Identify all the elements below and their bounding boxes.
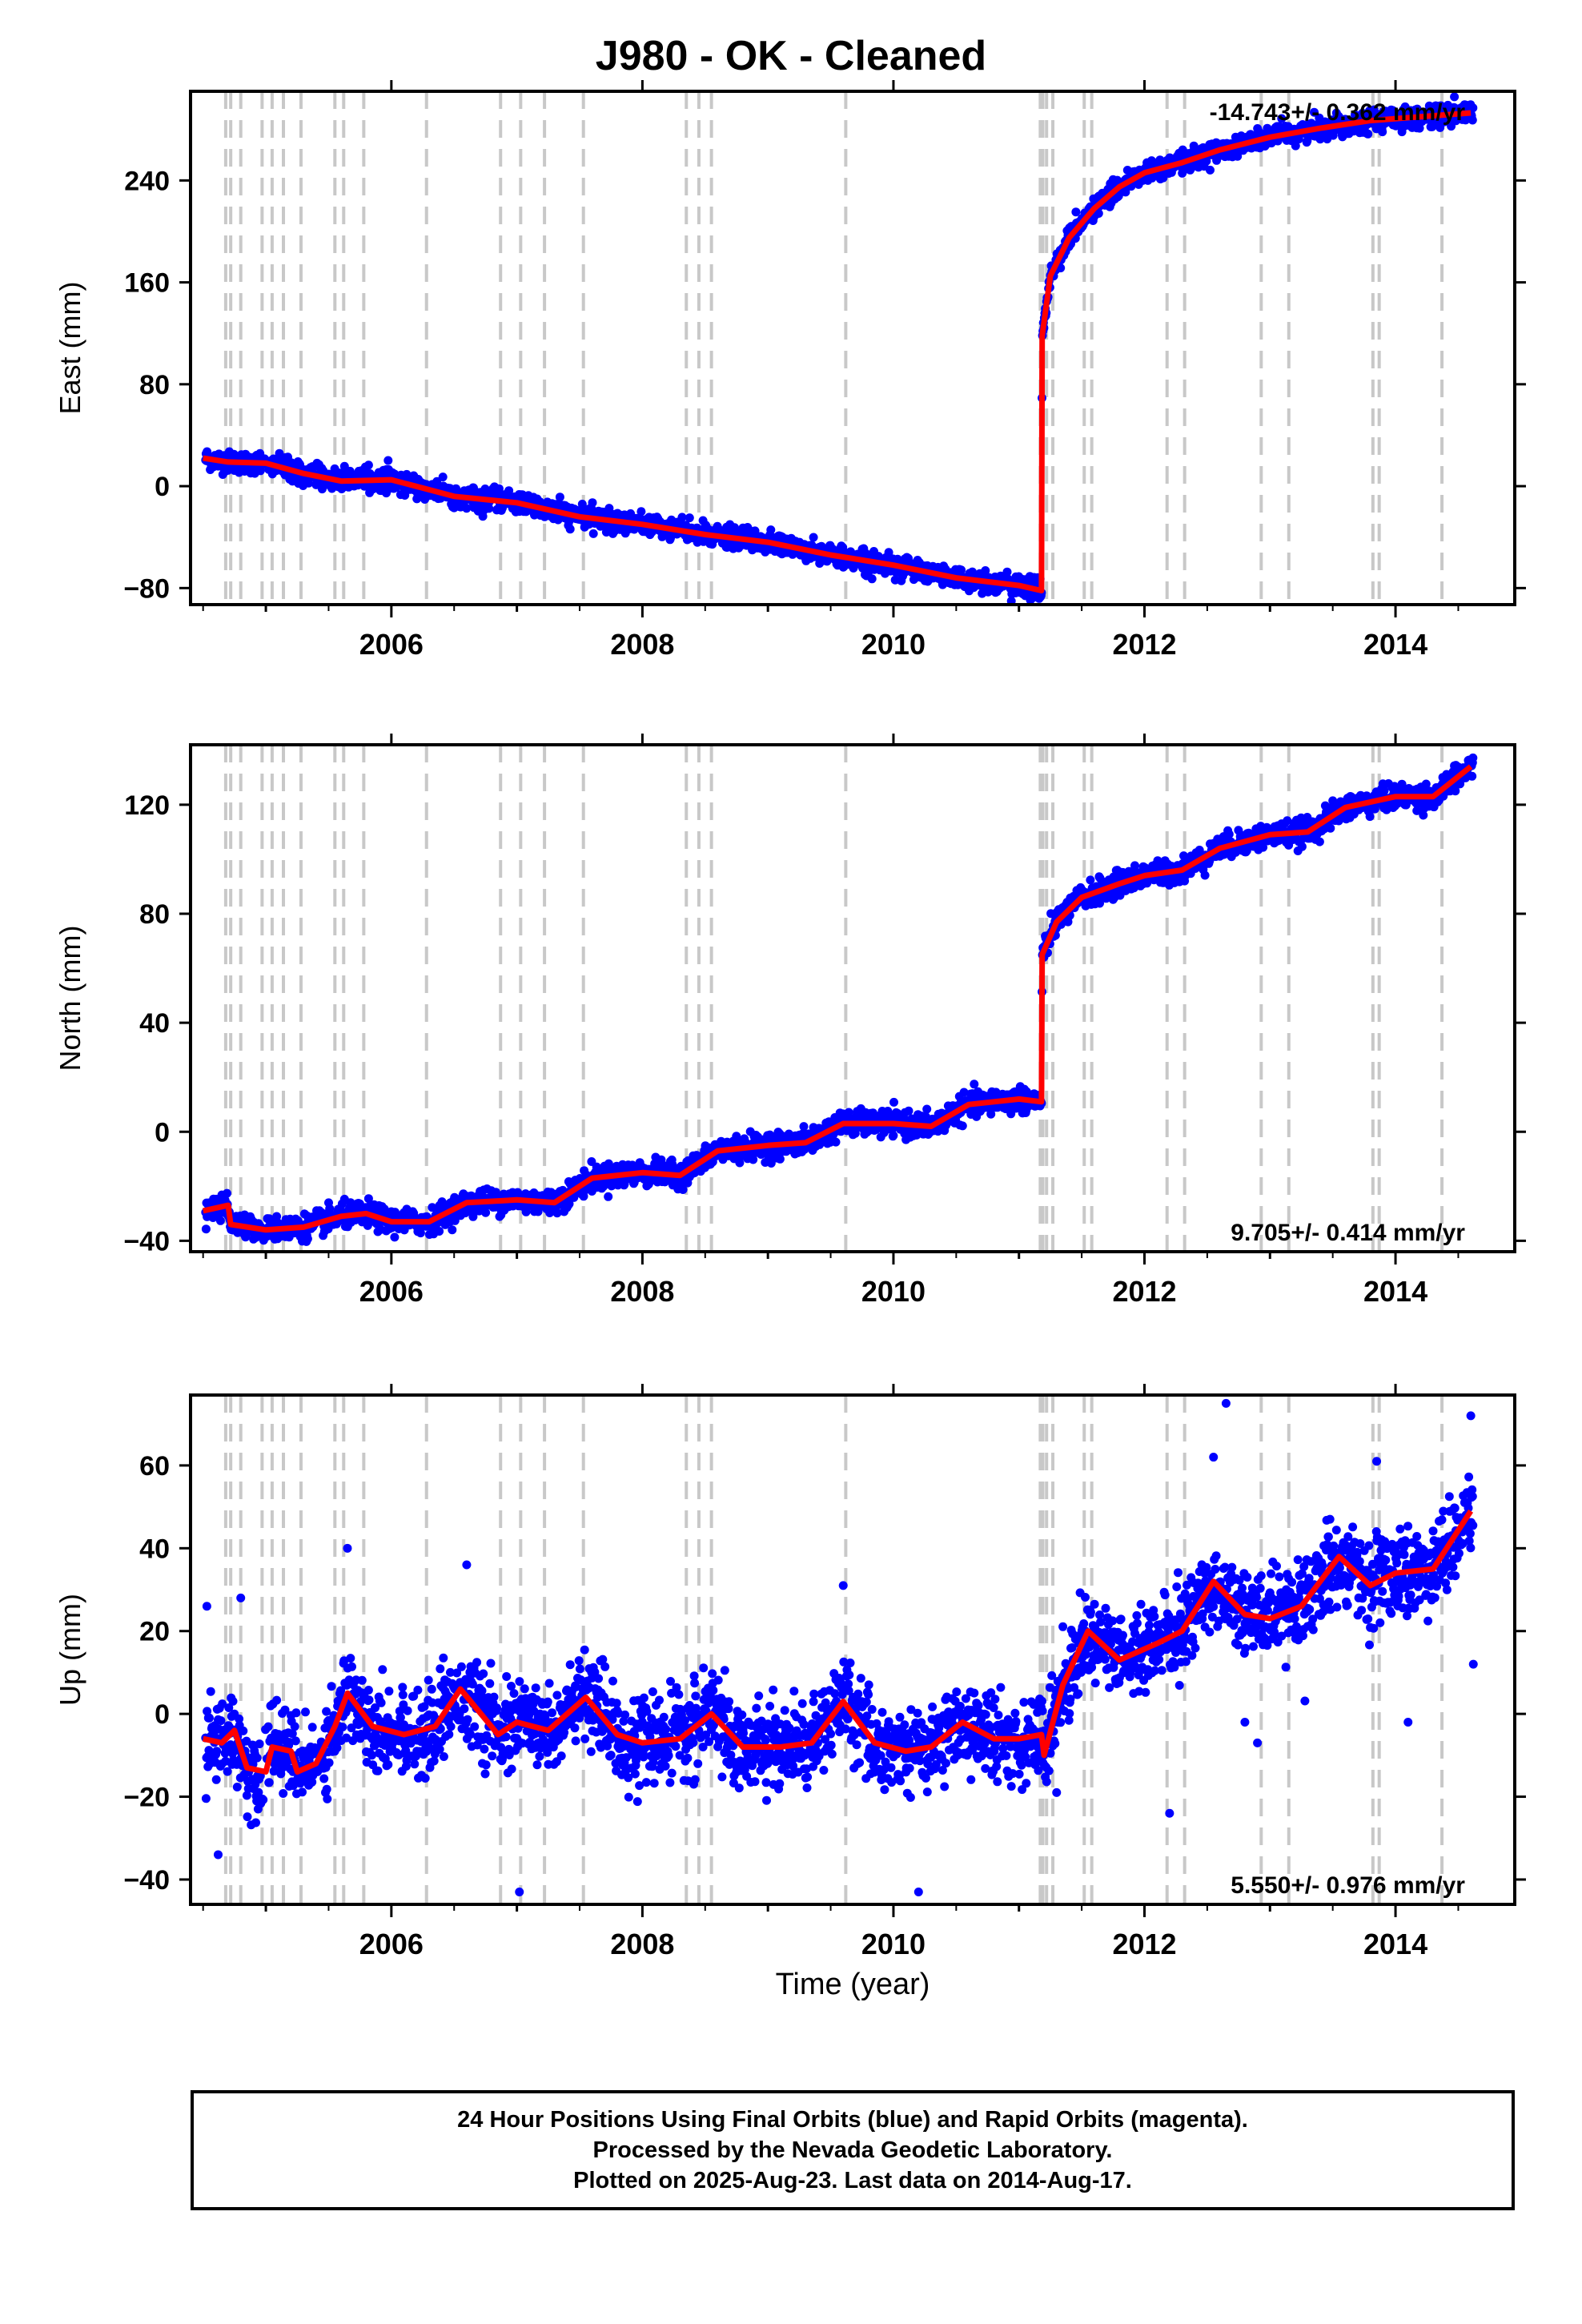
data-point bbox=[1121, 187, 1130, 197]
data-point bbox=[565, 525, 575, 534]
data-point bbox=[678, 1185, 688, 1194]
data-point bbox=[970, 1080, 979, 1089]
data-point bbox=[462, 504, 472, 513]
model-fit-line bbox=[203, 110, 1472, 593]
data-point bbox=[1363, 129, 1373, 139]
data-point bbox=[484, 504, 494, 513]
data-point bbox=[604, 1192, 613, 1201]
data-point bbox=[504, 486, 514, 496]
data-point bbox=[1189, 141, 1199, 151]
y-tick-label: 0 bbox=[155, 472, 170, 502]
data-point bbox=[201, 1224, 211, 1234]
data-point bbox=[889, 1097, 898, 1107]
data-point bbox=[889, 1131, 898, 1140]
x-tick-label: 2010 bbox=[861, 628, 926, 661]
data-point bbox=[838, 543, 848, 552]
data-point bbox=[775, 1154, 785, 1164]
y-tick-label: 160 bbox=[124, 268, 170, 299]
data-point bbox=[1468, 115, 1477, 125]
data-point bbox=[435, 1227, 444, 1236]
data-point bbox=[957, 565, 966, 575]
data-point bbox=[766, 1159, 776, 1168]
data-point bbox=[438, 472, 448, 482]
data-point bbox=[555, 493, 564, 502]
data-point bbox=[1006, 597, 1016, 605]
data-point bbox=[904, 1106, 913, 1116]
data-point bbox=[685, 513, 694, 523]
data-point bbox=[448, 1225, 457, 1235]
data-point bbox=[215, 1216, 225, 1225]
data-point bbox=[1277, 114, 1287, 123]
data-point bbox=[416, 1228, 425, 1238]
data-point bbox=[809, 533, 818, 542]
data-point bbox=[986, 1109, 996, 1119]
data-point bbox=[1094, 209, 1103, 218]
data-point bbox=[400, 491, 410, 500]
data-point bbox=[303, 1234, 312, 1244]
panel-east: −80 0 80 160 240 2006 2008 2010 2012 2014 East (mm… bbox=[54, 80, 1526, 661]
data-point bbox=[304, 478, 314, 488]
data-point bbox=[1002, 567, 1012, 577]
data-point bbox=[1071, 207, 1081, 217]
chart-title: J980 - OK - Cleaned bbox=[595, 33, 987, 79]
velocity-rate-label: -14.743+/- 0.362 mm/yr bbox=[1210, 99, 1466, 126]
data-point bbox=[1200, 870, 1210, 880]
data-point bbox=[363, 460, 373, 470]
y-tick-label: −80 bbox=[123, 573, 170, 604]
data-point bbox=[223, 1188, 231, 1198]
data-point bbox=[1303, 136, 1312, 146]
data-point bbox=[481, 1208, 491, 1217]
data-point bbox=[1468, 103, 1478, 113]
data-point bbox=[363, 1194, 373, 1204]
data-point bbox=[604, 504, 614, 513]
data-point bbox=[831, 1137, 841, 1147]
y-tick-label: 80 bbox=[139, 370, 170, 400]
data-point bbox=[636, 507, 646, 517]
data-point bbox=[1206, 165, 1215, 175]
data-point bbox=[884, 548, 893, 557]
data-point bbox=[958, 1121, 967, 1131]
data-point bbox=[922, 1104, 932, 1114]
data-point bbox=[1378, 127, 1387, 137]
data-point bbox=[766, 525, 776, 535]
data-point bbox=[564, 1199, 574, 1208]
x-tick-label: 2006 bbox=[359, 628, 424, 661]
data-point bbox=[1291, 141, 1300, 151]
data-point bbox=[1310, 107, 1319, 117]
data-point bbox=[867, 574, 877, 584]
data-point bbox=[844, 1108, 853, 1117]
data-point bbox=[1130, 861, 1139, 870]
chart-canvas: −80 0 80 160 240 2006 2008 2010 2012 2014 East (mm… bbox=[54, 80, 1526, 2001]
x-tick-label: 2012 bbox=[1112, 628, 1176, 661]
data-point bbox=[677, 513, 687, 522]
data-point bbox=[749, 1155, 758, 1164]
data-point bbox=[1450, 92, 1460, 102]
data-point bbox=[1086, 875, 1095, 885]
data-point bbox=[588, 498, 597, 508]
y-tick-label: 240 bbox=[124, 166, 170, 196]
x-tick-label: 2008 bbox=[610, 628, 674, 661]
y-axis-label: East (mm) bbox=[54, 282, 86, 415]
plot-frame bbox=[189, 90, 1516, 606]
data-point bbox=[552, 1208, 562, 1218]
data-point bbox=[390, 1232, 400, 1242]
data-point bbox=[494, 484, 504, 493]
data-point bbox=[735, 1158, 745, 1168]
data-point bbox=[799, 1122, 809, 1132]
data-point bbox=[588, 529, 598, 538]
data-point bbox=[1415, 123, 1424, 133]
x-tick-label: 2014 bbox=[1363, 628, 1427, 661]
data-point bbox=[383, 456, 393, 465]
